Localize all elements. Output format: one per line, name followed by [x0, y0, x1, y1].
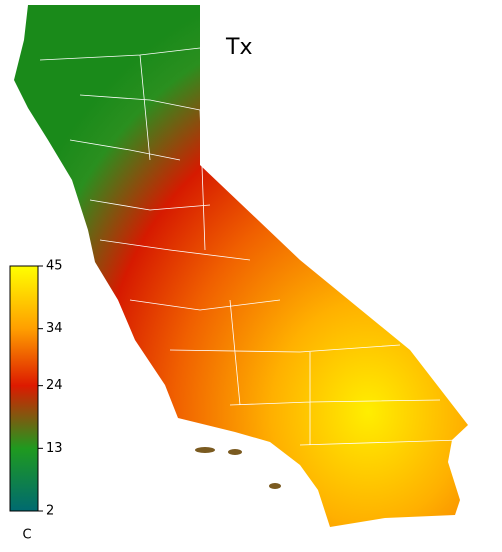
colorbar-unit: C [22, 528, 31, 543]
colorbar-tick-label: 2 [46, 504, 54, 519]
colorbar-tick-label: 34 [46, 321, 63, 336]
islands [195, 447, 281, 489]
map-title: Tx [225, 35, 252, 60]
colorbar-tick-label: 13 [46, 441, 63, 456]
colorbar-tick-label: 24 [46, 378, 63, 393]
california-shape [14, 5, 468, 527]
county-lines [39, 47, 461, 446]
colorbar-tick-label: 45 [46, 259, 63, 274]
colorbar [9, 265, 39, 512]
